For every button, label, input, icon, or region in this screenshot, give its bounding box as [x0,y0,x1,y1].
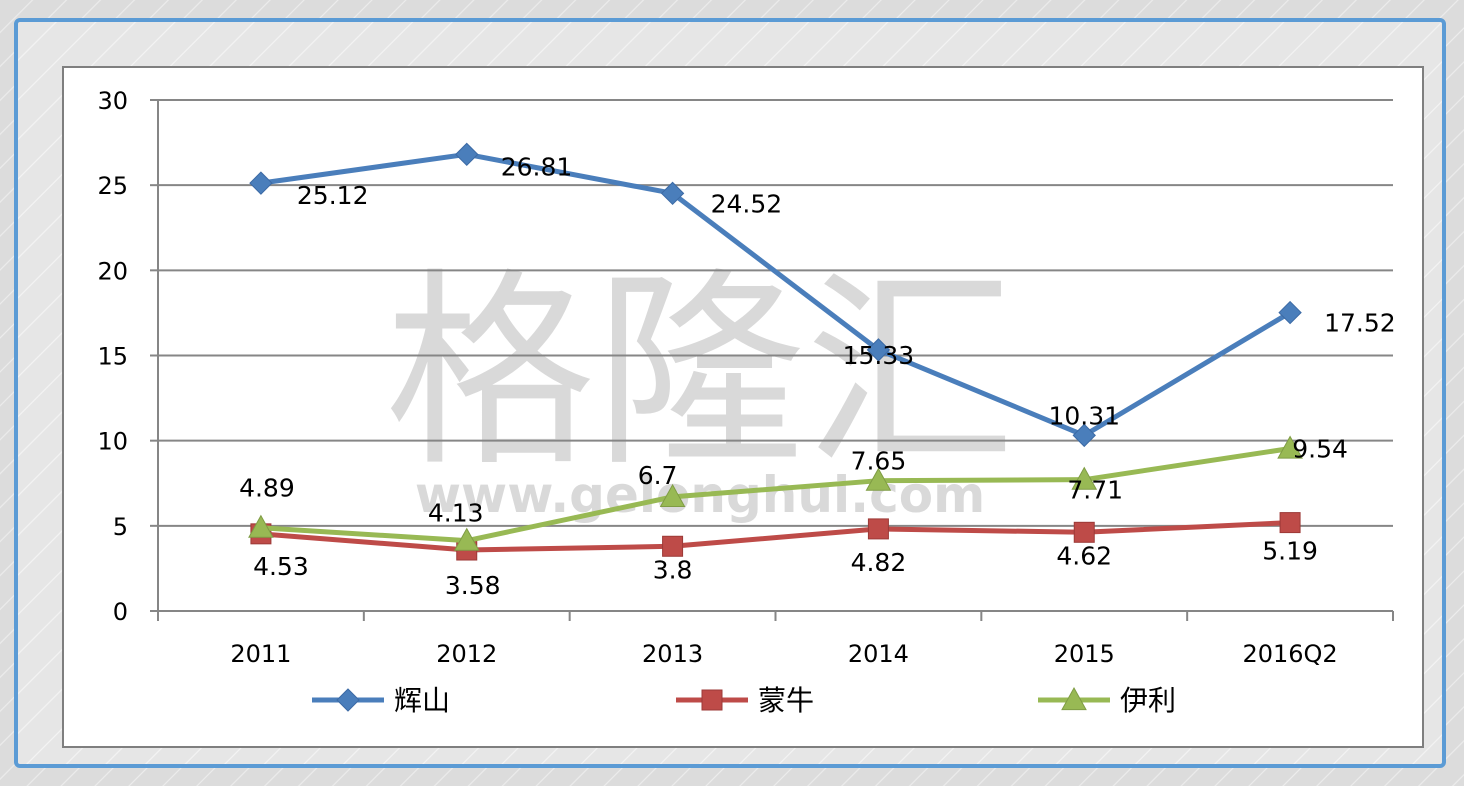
data-label: 24.52 [711,189,783,218]
data-point [659,483,686,507]
data-point [660,181,685,206]
y-tick-label: 15 [97,343,128,371]
series [248,142,1303,561]
data-label: 3.58 [445,571,501,600]
data-label: 9.54 [1292,435,1348,464]
series-line [260,520,1291,553]
data-label: 10.31 [1048,401,1120,430]
data-point [249,171,273,195]
data-point [453,527,480,551]
legend-label: 蒙牛 [758,684,814,717]
x-tick-label: 2012 [436,640,497,668]
data-point [662,535,684,557]
y-tick-label: 25 [97,172,128,200]
data-labels: 25.12 26.81 24.52 15.33 10.31 17.52 4.53 3.58 3.… [239,152,1396,600]
data-label: 6.7 [638,461,678,490]
data-point [1279,512,1301,534]
data-label: 4.62 [1056,541,1112,570]
y-tick-label: 5 [113,513,128,541]
data-point [455,142,479,167]
axes: 0 5 10 15 20 25 30 2011 2012 2013 2014 2015 2016Q2 [97,87,1394,668]
data-label: 4.82 [851,548,907,577]
watermark: 格隆汇 www.gelonghui.com [385,250,1015,524]
data-label: 26.81 [501,152,573,181]
series-line [260,446,1291,544]
legend-label: 伊利 [1120,684,1176,717]
data-label: 17.52 [1324,309,1396,338]
data-point [1278,300,1302,325]
x-tick-label: 2016Q2 [1242,640,1337,668]
data-point [1071,466,1098,490]
watermark-main: 格隆汇 [385,250,1015,495]
y-tick-label: 10 [97,428,128,456]
x-tick-label: 2014 [848,640,909,668]
data-point [248,514,274,538]
data-label: 15.33 [843,341,915,370]
x-tick-label: 2013 [642,640,703,668]
data-label: 25.12 [297,181,369,210]
data-point [865,467,892,491]
data-label: 4.53 [253,552,309,581]
legend: 辉山 蒙牛 伊利 [312,684,1176,717]
data-point [866,338,891,362]
y-tick-label: 30 [97,87,128,115]
y-tick-label: 0 [113,598,128,626]
data-label: 3.8 [653,555,693,584]
x-tick-label: 2015 [1054,640,1115,668]
data-point [1073,521,1095,543]
legend-marker [1061,686,1087,711]
data-point [867,518,889,540]
legend-marker [336,688,360,712]
legend-marker [701,689,723,711]
data-label: 7.65 [851,447,907,476]
y-tick-label: 20 [97,257,128,285]
data-label: 4.89 [239,474,295,503]
data-point [1072,423,1096,448]
data-point [1277,435,1303,459]
data-label: 7.71 [1067,476,1123,505]
data-label: 5.19 [1262,537,1318,566]
data-label: 4.13 [428,499,484,528]
x-tick-label: 2011 [230,640,291,668]
series-line [260,151,1292,438]
legend-label: 辉山 [394,684,450,717]
